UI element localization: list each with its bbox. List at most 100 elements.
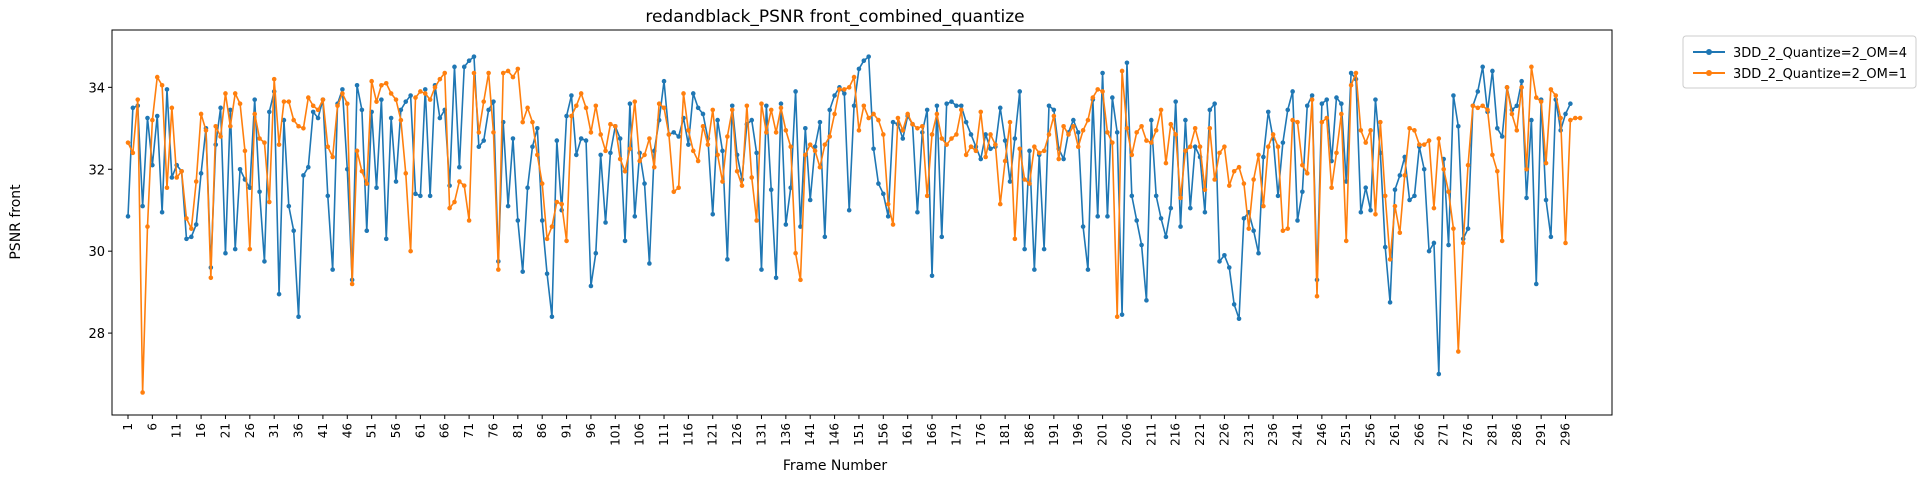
- y-tick-label: 34: [88, 81, 105, 96]
- data-point: [798, 277, 803, 283]
- data-point: [637, 158, 642, 164]
- data-point: [354, 148, 360, 154]
- data-point: [252, 111, 257, 117]
- x-tick-label: 201: [1096, 423, 1110, 446]
- data-point: [1061, 156, 1066, 162]
- data-point: [817, 164, 823, 170]
- data-point: [1402, 173, 1407, 178]
- data-point: [1041, 246, 1047, 252]
- data-point: [1012, 236, 1018, 242]
- x-tick-label: 286: [1510, 423, 1524, 446]
- data-point: [603, 148, 608, 154]
- data-point: [1524, 166, 1529, 172]
- data-point: [905, 111, 910, 117]
- data-point: [291, 228, 296, 233]
- data-point: [413, 191, 418, 197]
- data-point: [744, 103, 750, 109]
- data-point: [749, 117, 755, 123]
- data-point: [452, 64, 457, 70]
- data-point: [418, 89, 423, 94]
- data-point: [1382, 244, 1388, 250]
- data-point: [593, 250, 599, 256]
- data-point: [622, 238, 628, 244]
- data-point: [574, 152, 579, 158]
- data-point: [510, 74, 516, 80]
- data-point: [1071, 123, 1076, 129]
- data-point: [1475, 105, 1481, 111]
- data-point: [695, 158, 701, 164]
- data-point: [1553, 93, 1559, 98]
- data-point: [827, 107, 832, 113]
- x-tick-label: 66: [438, 423, 452, 438]
- x-tick-label: 101: [608, 423, 622, 446]
- data-point: [525, 185, 530, 190]
- data-point: [1051, 107, 1057, 113]
- data-point: [1494, 126, 1500, 131]
- x-tick-label: 81: [511, 423, 525, 438]
- data-point: [535, 152, 540, 158]
- data-point: [291, 117, 296, 123]
- data-point: [1173, 132, 1178, 137]
- data-point: [627, 146, 633, 152]
- x-tick-label: 6: [145, 423, 159, 431]
- data-point: [452, 199, 457, 205]
- data-point: [1236, 164, 1242, 170]
- data-point: [1295, 119, 1300, 125]
- x-tick-label: 41: [316, 423, 330, 438]
- data-point: [1022, 246, 1027, 252]
- data-point: [1451, 226, 1456, 231]
- data-point: [262, 140, 267, 145]
- data-point: [140, 203, 145, 209]
- data-point: [252, 97, 257, 102]
- data-point: [539, 218, 545, 223]
- data-point: [228, 123, 233, 129]
- data-point: [286, 203, 292, 209]
- data-point: [218, 134, 223, 139]
- data-point: [1022, 177, 1027, 182]
- data-point: [768, 107, 774, 113]
- data-point: [301, 126, 306, 131]
- data-point: [1187, 144, 1193, 150]
- data-point: [739, 183, 745, 188]
- data-point: [286, 99, 292, 104]
- x-tick-label: 241: [1290, 423, 1304, 446]
- data-point: [281, 99, 287, 104]
- data-point: [310, 103, 316, 109]
- data-point: [169, 175, 175, 180]
- x-tick-label: 236: [1266, 423, 1280, 446]
- data-point: [1368, 207, 1373, 213]
- data-point: [710, 212, 716, 217]
- data-point: [993, 142, 998, 147]
- data-point: [340, 87, 345, 92]
- data-point: [608, 121, 613, 127]
- x-tick-label: 116: [681, 423, 695, 446]
- data-point: [1529, 64, 1534, 70]
- data-point: [773, 130, 779, 135]
- data-point: [569, 93, 574, 98]
- data-point: [1358, 209, 1364, 215]
- data-point: [471, 70, 477, 76]
- data-point: [130, 105, 136, 111]
- data-point: [1080, 224, 1086, 229]
- data-point: [1480, 64, 1485, 70]
- data-point: [1256, 250, 1261, 256]
- data-point: [1280, 140, 1286, 145]
- data-point: [301, 173, 306, 178]
- data-point: [169, 105, 175, 111]
- data-point: [374, 99, 379, 104]
- data-point: [1183, 148, 1188, 154]
- x-tick-label: 131: [754, 423, 768, 446]
- data-point: [1290, 117, 1295, 123]
- data-point: [1499, 134, 1505, 139]
- data-point: [783, 222, 789, 227]
- data-point: [491, 99, 496, 104]
- data-point: [505, 68, 511, 74]
- data-point: [598, 132, 603, 137]
- data-point: [924, 193, 930, 199]
- x-tick-label: 21: [218, 423, 232, 438]
- data-point: [1533, 95, 1539, 100]
- data-point: [559, 201, 564, 207]
- data-point: [408, 248, 413, 254]
- data-point: [729, 107, 735, 113]
- data-point: [846, 85, 852, 90]
